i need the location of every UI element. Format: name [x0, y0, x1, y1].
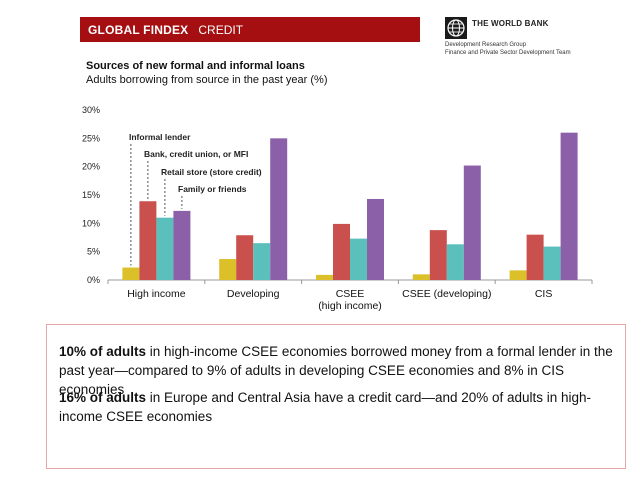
- header-brand: GLOBAL FINDEX: [88, 22, 189, 37]
- world-bank-line1: Development Research Group: [445, 42, 527, 48]
- world-bank-line2: Finance and Private Sector Development T…: [445, 50, 571, 56]
- legend-label: Bank, credit union, or MFI: [144, 149, 248, 159]
- header-bar: GLOBAL FINDEX CREDIT: [80, 17, 420, 42]
- bar-3-1: [156, 217, 174, 280]
- bar-3-4: [446, 244, 464, 280]
- bar-1-5: [509, 270, 527, 280]
- callout-paragraph-1: 10% of adults in high-income CSEE econom…: [59, 342, 619, 399]
- x-tick-label: Developing: [227, 288, 280, 300]
- bar-3-2: [253, 243, 271, 280]
- y-tick-label: 5%: [87, 247, 100, 257]
- bar-1-1: [122, 267, 140, 280]
- y-tick-label: 15%: [82, 190, 100, 200]
- bar-1-4: [412, 274, 430, 280]
- y-tick-label: 25%: [82, 133, 100, 143]
- y-tick-label: 0%: [87, 275, 100, 285]
- bar-2-5: [526, 234, 544, 280]
- x-tick-label: CSEE: [336, 288, 365, 300]
- x-tick-label: (high income): [318, 300, 382, 312]
- callout-p1-highlight: 10% of adults: [59, 344, 147, 359]
- callout-p2-text: in Europe and Central Asia have a credit…: [59, 390, 592, 424]
- x-tick-label: High income: [127, 288, 186, 300]
- legend-label: Informal lender: [129, 132, 191, 142]
- bar-2-2: [236, 235, 254, 280]
- legend-label: Retail store (store credit): [161, 167, 262, 177]
- callout-p1-text: in high-income CSEE economies borrowed m…: [59, 344, 613, 397]
- chart-title: Sources of new formal and informal loans: [86, 60, 305, 72]
- bar-4-4: [463, 165, 481, 280]
- callout-p2-highlight: 16% of adults: [59, 390, 147, 405]
- bar-chart: 0% 5% 10% 15% 20% 25% 30% High income Developing…: [82, 105, 593, 312]
- x-tick-label: CIS: [535, 288, 553, 300]
- bar-1-2: [219, 259, 237, 280]
- bar-2-3: [333, 223, 350, 280]
- bar-4-5: [560, 132, 578, 280]
- bar-4-1: [173, 210, 191, 280]
- y-tick-label: 30%: [82, 105, 100, 115]
- bar-4-2: [270, 138, 288, 280]
- y-tick-label: 20%: [82, 162, 100, 172]
- bar-3-3: [350, 238, 367, 280]
- x-tick-label: CSEE (developing): [402, 288, 491, 300]
- callout-box: 10% of adults in high-income CSEE econom…: [46, 324, 626, 469]
- world-bank-name: THE WORLD BANK: [472, 19, 549, 28]
- bar-2-1: [139, 201, 157, 280]
- bar-1-3: [316, 274, 333, 280]
- bar-4-3: [367, 198, 384, 280]
- world-bank-globe-icon: [445, 17, 467, 39]
- chart-subtitle: Adults borrowing from source in the past…: [86, 74, 328, 86]
- callout-paragraph-2: 16% of adults in Europe and Central Asia…: [59, 388, 619, 426]
- y-tick-label: 10%: [82, 218, 100, 228]
- header-section: CREDIT: [198, 22, 244, 37]
- bar-2-4: [429, 230, 447, 280]
- bar-3-5: [543, 246, 561, 280]
- legend-label: Family or friends: [178, 184, 247, 194]
